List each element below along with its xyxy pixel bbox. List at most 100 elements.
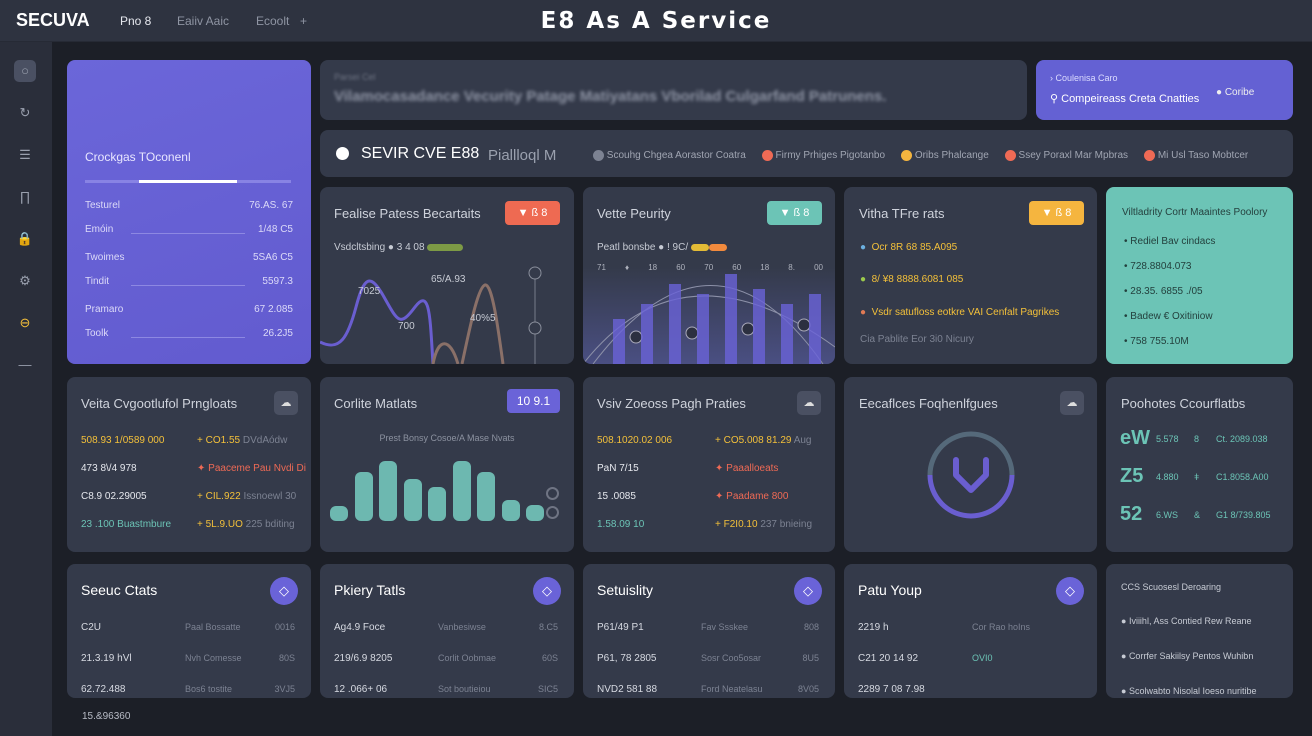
- metric-value: 15 .0085: [597, 491, 636, 502]
- filter-badge[interactable]: ▼ ß 8: [505, 201, 560, 225]
- metric-value: C8.9 02.29005: [81, 491, 147, 502]
- card-title: Seeuc Ctats: [81, 582, 158, 598]
- strip-item[interactable]: Oribs Phalcange: [901, 150, 989, 161]
- count-big: 52: [1120, 503, 1143, 525]
- diamond-icon-button[interactable]: ◇: [270, 577, 298, 605]
- add-tab-button[interactable]: +: [300, 14, 308, 28]
- strip-item[interactable]: Mi Usl Taso Mobtcer: [1144, 150, 1248, 161]
- profile-title: Crockgas TOconenl: [85, 150, 191, 164]
- minus-icon[interactable]: —: [18, 357, 32, 372]
- refresh-icon[interactable]: ↻: [19, 105, 31, 120]
- tick-label: 70: [704, 263, 714, 272]
- compliance-item: • Badew € Oxitiniow: [1124, 311, 1213, 322]
- radio-option[interactable]: [546, 506, 559, 519]
- metric-change: + F2I0.10 237 bnieing: [715, 519, 812, 530]
- stat-value: 3VJ5: [274, 684, 295, 694]
- bar: [428, 486, 446, 521]
- stats-card: Seeuc Ctats ◇ C2U Paal Bossatte 0016 21.3.…: [67, 564, 311, 698]
- bar: [526, 505, 544, 521]
- gear-icon[interactable]: ⚙: [19, 273, 31, 288]
- stat-label: 62.72.488: [81, 684, 126, 695]
- lock-icon[interactable]: 🔒: [16, 231, 34, 246]
- profile-value: 5SA6 C5: [252, 252, 293, 263]
- data-label: 7025: [358, 286, 381, 297]
- nav-item-3[interactable]: Ecoolt: [256, 14, 290, 28]
- compliance-item: • 758 755.10M: [1124, 336, 1189, 347]
- stat-label: 219/6.9 8205: [334, 653, 393, 664]
- metric-note: DVdAódw: [242, 435, 288, 446]
- bar: [809, 294, 821, 364]
- tick-label: 00: [814, 263, 823, 272]
- strip-item[interactable]: Firmy Prhiges Pigotanbo: [761, 150, 886, 162]
- strip-item-label: Firmy Prhiges Pigotanbo: [775, 150, 886, 162]
- compliance-item-text: 758 755.10M: [1130, 336, 1189, 347]
- stat-value: 8V05: [797, 684, 819, 694]
- filter-badge[interactable]: ▼ ß 8: [767, 201, 822, 225]
- banner-kicker: Parsei Cel: [334, 72, 376, 82]
- data-point: [685, 326, 699, 340]
- sliders-icon[interactable]: ☰: [19, 147, 31, 162]
- card-gauge: Eecaflces Foqhenlfgues ☁: [844, 377, 1097, 552]
- status-dot-icon: [1144, 150, 1156, 161]
- bar-arc-chart: [583, 274, 835, 364]
- stat-desc: Ford Neatelasu: [701, 684, 763, 694]
- stat-desc: Fav Ssskee: [701, 622, 749, 632]
- location-icon: ⚲: [1050, 93, 1059, 105]
- stat-label: C21 20 14 92: [858, 653, 919, 664]
- count-value: 6.WS: [1156, 510, 1179, 520]
- metric-delta: + CO5.008 81.29: [715, 435, 792, 446]
- promo-button[interactable]: ● Coribe: [1216, 87, 1254, 98]
- bar: [354, 471, 373, 521]
- bar: [753, 289, 765, 364]
- footer-text: 15.&96360: [82, 711, 131, 722]
- threat-item-text: Ocr 8R 68 85.A095: [871, 242, 958, 253]
- card-footer: Cia Pablite Eor 3i0 Nicury: [860, 334, 974, 345]
- bar: [669, 284, 681, 364]
- data-label: 65/A.93: [431, 274, 466, 285]
- diamond-icon-button[interactable]: ◇: [794, 577, 822, 605]
- columns-icon[interactable]: ∏: [19, 189, 31, 204]
- database-icon[interactable]: ⊖: [19, 315, 31, 330]
- alert-icon: ●: [860, 307, 867, 318]
- diamond-icon-button[interactable]: ◇: [533, 577, 561, 605]
- diamond-icon-button[interactable]: ◇: [1056, 577, 1084, 605]
- metric-change: ✦ Paaceme Pau Nvdi Di: [197, 463, 306, 474]
- card-title: Poohotes Ccourflatbs: [1121, 396, 1246, 411]
- metric-value: PaN 7/15: [597, 463, 639, 474]
- tick-label: 18: [760, 263, 770, 272]
- circle-icon[interactable]: ○: [14, 60, 36, 82]
- card-title: Pkiery Tatls: [334, 582, 406, 598]
- cloud-icon-button[interactable]: ☁: [1060, 391, 1084, 415]
- slider-handle[interactable]: [528, 321, 542, 335]
- filter-badge[interactable]: ▼ ß 8: [1029, 201, 1084, 225]
- tick-label: 18: [648, 263, 658, 272]
- nav-item-2[interactable]: Eaiiv Aaic: [177, 14, 230, 28]
- shield-icon: ●: [860, 274, 867, 285]
- metric-change: ✦ Paaalloeats: [715, 463, 778, 474]
- count-big: Z5: [1120, 465, 1144, 487]
- count-badge[interactable]: 10 9.1: [507, 389, 560, 413]
- metric-delta: + F2I0.10: [715, 519, 758, 530]
- status-dot-icon: [901, 150, 913, 161]
- nav-item-1[interactable]: Pno 8: [120, 14, 152, 28]
- legend-swatch: [427, 243, 464, 251]
- card-bar-chart: Corlite Matlats 10 9.1 Prest Bonsy Cosoe…: [320, 377, 574, 552]
- metric-delta: ✦ Paadame 800: [715, 491, 789, 502]
- slider-handle[interactable]: [528, 266, 542, 280]
- strip-item[interactable]: Scouhg Chgea Aorastor Coatra: [593, 150, 746, 161]
- profile-value: 26.2J5: [262, 328, 293, 339]
- bar: [501, 499, 520, 521]
- stats-card: Setuislity ◇ P61/49 P1 Fav Ssskee 808 P61,…: [583, 564, 835, 698]
- tick-label: 71: [597, 263, 606, 272]
- stats-card: Pkiery Tatls ◇ Ag4.9 Foce Vanbesiwse 8.C5…: [320, 564, 574, 698]
- metric-change: + 5L.9.UO 225 bditing: [197, 519, 295, 530]
- threat-item: ● 8/ ¥8 8888.6081 085: [860, 274, 963, 285]
- cloud-icon-button[interactable]: ☁: [274, 391, 298, 415]
- legend-text: Peatl bonsbe ● ! 9C/: [597, 242, 689, 253]
- metric-value: 508.93 1/0589 000: [81, 435, 165, 446]
- radio-option[interactable]: [546, 487, 559, 500]
- strip-item[interactable]: Ssey Poraxl Mar Mpbras: [1004, 150, 1128, 161]
- cloud-icon-button[interactable]: ☁: [797, 391, 821, 415]
- card-counts: Poohotes Ccourflatbs eW 5.578 8 Ct. 2089…: [1106, 377, 1293, 552]
- tick-label: ♦: [625, 263, 630, 272]
